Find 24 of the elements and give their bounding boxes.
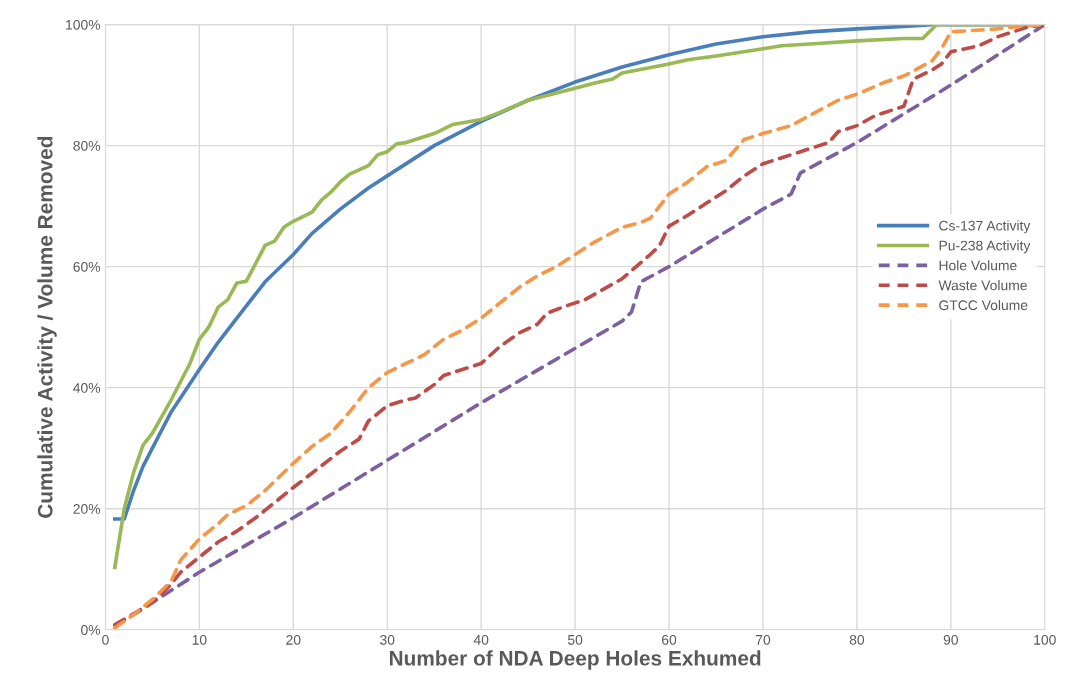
- x-tick-label: 20: [286, 634, 301, 645]
- x-tick-label: 50: [567, 634, 583, 645]
- legend-label: Hole Volume: [939, 260, 1017, 271]
- x-tick-label: 80: [849, 634, 865, 645]
- legend-label: Cs-137 Activity: [939, 220, 1031, 234]
- x-tick-label: 70: [755, 634, 771, 645]
- y-tick-label: 0%: [81, 625, 101, 635]
- x-tick-label: 10: [192, 634, 207, 645]
- y-tick-label: 40%: [73, 383, 101, 393]
- x-tick-label: 0: [102, 634, 109, 645]
- x-tick-label: 100: [1034, 634, 1056, 645]
- x-tick-label: 90: [943, 634, 959, 645]
- y-tick-label: 100%: [66, 19, 101, 30]
- x-axis-title: Number of NDA Deep Holes Exhumed: [389, 650, 761, 670]
- y-tick-label: 20%: [73, 504, 101, 514]
- x-tick-label: 60: [662, 634, 677, 645]
- y-tick-label: 80%: [73, 140, 101, 151]
- legend-label: GTCC Volume: [939, 299, 1028, 311]
- x-tick-label: 40: [473, 634, 489, 645]
- y-tick-label: 60%: [73, 261, 101, 272]
- x-tick-label: 30: [380, 634, 395, 645]
- y-axis-title: Cumulative Activity / Volume Removed: [37, 136, 57, 518]
- legend-label: Waste Volume: [938, 280, 1027, 291]
- legend-label: Pu-238 Activity: [939, 240, 1031, 254]
